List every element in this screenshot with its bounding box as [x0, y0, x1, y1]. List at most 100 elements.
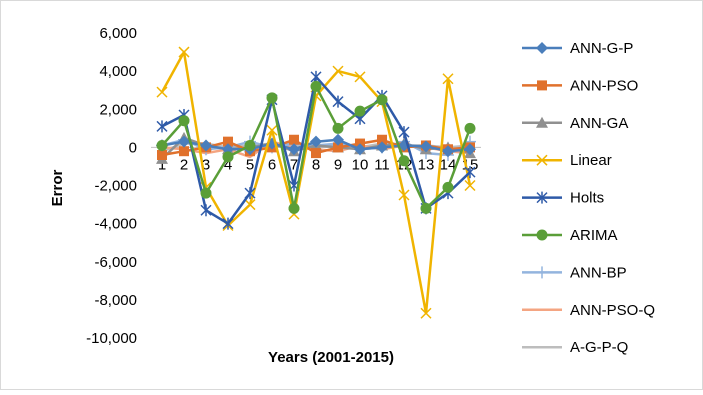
data-point-ann-g-p	[288, 143, 300, 156]
data-point-arima	[398, 155, 410, 167]
data-point-arima	[464, 122, 476, 134]
data-point-arima	[420, 202, 432, 214]
legend-marker	[536, 154, 548, 166]
data-point-linear-stroke	[178, 46, 190, 58]
legend-item-ann-pso-q: ANN-PSO-Q	[522, 302, 655, 319]
data-point-arima	[222, 151, 234, 163]
legend-label: ANN-PSO-Q	[570, 302, 655, 319]
data-point-ann-g-p	[354, 143, 366, 156]
legend-item-ann-pso: ANN-PSO	[522, 77, 638, 94]
y-tick-label: 6,000	[99, 25, 137, 42]
legend-item-ann-g-p: ANN-G-P	[522, 40, 633, 57]
legend-label: ANN-G-P	[570, 40, 633, 57]
legend-item-ann-ga: ANN-GA	[522, 115, 628, 132]
x-tick-label: 13	[418, 156, 435, 173]
legend-label: Holts	[570, 190, 604, 207]
data-point-linear	[156, 86, 168, 98]
data-point-arima	[288, 202, 300, 214]
data-point-holts	[222, 217, 234, 230]
x-tick-label: 2	[180, 156, 188, 173]
x-axis-title: Years (2001-2015)	[268, 349, 394, 366]
data-point-arima	[266, 92, 278, 104]
y-tick-label: 4,000	[99, 63, 137, 80]
data-point-linear-stroke	[398, 189, 410, 201]
legend-marker	[536, 191, 548, 204]
data-point-arima	[200, 187, 212, 199]
y-tick-label: -2,000	[94, 178, 137, 195]
legend-label: ANN-BP	[570, 264, 627, 281]
x-tick-label: 5	[246, 156, 254, 173]
data-point-holts	[464, 166, 476, 179]
y-tick-label: -8,000	[94, 292, 137, 309]
data-point-holts	[244, 187, 256, 200]
data-point-ann-g-p	[200, 139, 212, 152]
series-arima	[156, 80, 476, 214]
data-point-ann-g-p	[178, 135, 190, 148]
data-point-ann-g-p	[222, 143, 234, 156]
data-point-linear-stroke	[464, 179, 476, 192]
legend-marker	[536, 42, 548, 54]
data-point-holts	[310, 70, 322, 83]
legend-label: Linear	[570, 152, 612, 169]
data-point-linear-stroke	[332, 65, 344, 77]
data-point-linear-stroke	[442, 73, 454, 85]
x-tick-label: 1	[158, 156, 166, 173]
data-point-linear	[464, 179, 476, 192]
x-tick-label: 9	[334, 156, 342, 173]
data-point-linear	[244, 199, 256, 211]
legend-item-holts: Holts	[522, 190, 604, 207]
data-point-linear	[266, 124, 278, 136]
data-point-linear	[442, 73, 454, 85]
data-point-linear-stroke	[156, 86, 168, 98]
data-point-arima	[442, 181, 454, 193]
data-point-holts	[156, 120, 168, 133]
data-point-arima	[354, 105, 366, 117]
legend-marker	[536, 266, 548, 279]
data-point-ann-pso	[289, 134, 299, 145]
y-axis: 6,000 4,000 2,000 0 -2,000 -4,000 -6,000 -8,000…	[86, 25, 137, 347]
data-point-arima	[376, 94, 388, 106]
legend-label: ANN-GA	[570, 115, 628, 132]
data-point-linear	[178, 46, 190, 58]
data-point-ann-pso	[377, 134, 387, 145]
data-point-holts	[398, 126, 410, 139]
data-point-ann-g-p	[442, 145, 454, 158]
legend-label: A-G-P-Q	[570, 339, 628, 356]
legend-marker	[537, 80, 547, 91]
data-point-ann-g-p	[332, 133, 344, 146]
data-point-linear-stroke	[354, 71, 366, 83]
data-point-arima	[156, 139, 168, 151]
legend-marker	[536, 116, 548, 128]
data-point-ann-pso	[157, 150, 167, 160]
x-tick-label: 6	[268, 156, 276, 173]
x-tick-label: 8	[312, 156, 320, 173]
data-point-ann-pso	[223, 136, 233, 147]
legend-label: ARIMA	[570, 227, 618, 244]
legend-marker	[536, 229, 548, 241]
data-point-linear	[398, 189, 410, 201]
data-point-arima	[332, 122, 344, 134]
y-tick-label: -4,000	[94, 216, 137, 233]
x-tick-label: 10	[352, 156, 369, 173]
data-point-arima	[178, 115, 190, 127]
x-tick-label: 14	[440, 156, 457, 173]
data-point-holts	[200, 204, 212, 217]
data-point-holts	[332, 95, 344, 108]
data-point-linear	[420, 307, 432, 319]
data-point-ann-g-p	[310, 135, 322, 148]
y-tick-label: 0	[129, 139, 137, 156]
series-layer	[156, 46, 476, 319]
data-point-ann-pso	[311, 148, 321, 159]
data-point-arima	[310, 80, 322, 92]
legend-item-arima: ARIMA	[522, 227, 618, 244]
data-point-ann-g-p	[420, 140, 432, 153]
data-point-linear-stroke	[266, 124, 278, 136]
data-point-arima	[244, 139, 256, 151]
legend-item-a-g-p-q: A-G-P-Q	[522, 339, 628, 356]
y-tick-label: -10,000	[86, 330, 137, 347]
legend-marker-stroke	[536, 154, 548, 166]
legend: ANN-G-P ANN-PSO ANN-GA Linear Holts ARIMA ANN-…	[522, 40, 655, 356]
